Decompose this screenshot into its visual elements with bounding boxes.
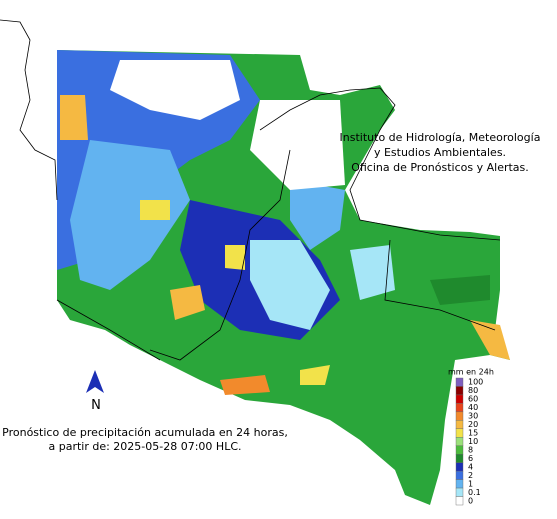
legend-swatch [455,487,464,497]
header-line: Oficina de Pronósticos y Alertas. [351,161,529,174]
legend-swatch [455,386,464,396]
legend-swatch [455,496,464,506]
legend-label: 8 [468,445,473,454]
borders [0,19,501,361]
legend-swatch [455,411,464,421]
legend-label: 15 [468,429,478,438]
header-line: Instituto de Hidrología, Meteorología [340,131,541,144]
legend-label: 10 [468,437,478,446]
legend-label: 80 [468,386,478,395]
legend-swatch [455,437,464,446]
legend-label: 4 [468,462,473,471]
legend-swatch [455,403,464,413]
caption-line: Pronóstico de precipitación acumulada en… [2,426,288,439]
legend-title: mm en 24h [448,368,494,377]
legend-label: 40 [468,403,478,412]
legend-label: 6 [468,454,473,463]
legend-swatch [455,394,464,404]
legend-label: 0 [468,496,473,505]
legend-label: 2 [468,471,473,480]
legend-label: 60 [468,395,478,404]
legend-swatch [455,445,464,455]
caption-text: Pronóstico de precipitación acumulada en… [2,426,288,453]
precipitation-field [57,50,510,505]
legend-swatch [455,462,464,472]
legend-swatch [455,428,464,438]
legend-label: 100 [468,378,483,387]
legend-label: 1 [468,479,473,488]
legend-swatch [455,377,464,387]
north-label: N [91,398,101,413]
legend-label: 30 [468,412,478,421]
legend-swatch [455,420,464,430]
legend-label: 0.1 [468,488,481,497]
legend-swatch [455,479,464,489]
caption-line: a partir de: 2025-05-28 07:00 HLC. [48,440,241,453]
north-arrow [86,370,104,393]
legend-label: 20 [468,420,478,429]
header-line: y Estudios Ambientales. [374,146,506,159]
legend-swatch [455,454,464,463]
header-text: Instituto de Hidrología, Meteorología y E… [340,131,541,174]
legend-swatch [455,470,464,480]
